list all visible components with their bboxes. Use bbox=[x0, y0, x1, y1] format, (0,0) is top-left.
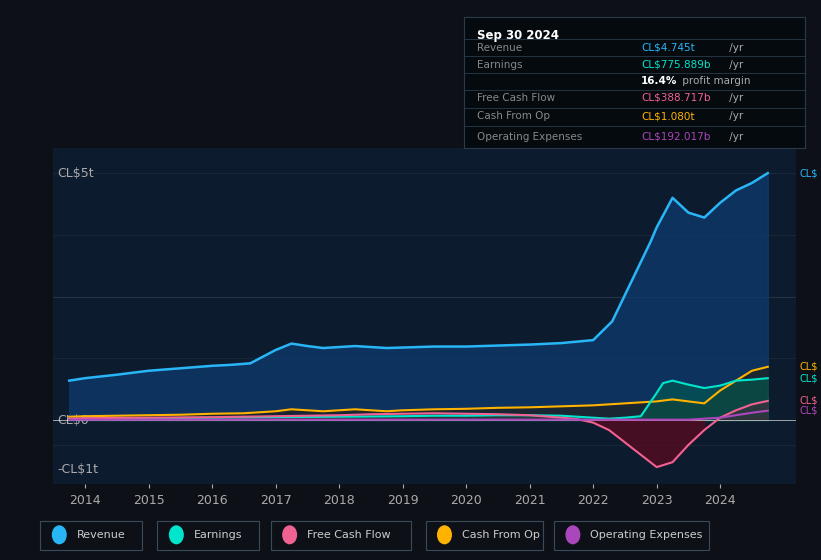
Text: /yr: /yr bbox=[727, 43, 744, 53]
Text: Operating Expenses: Operating Expenses bbox=[478, 132, 583, 142]
Text: CL$0: CL$0 bbox=[57, 414, 89, 427]
Text: CL$: CL$ bbox=[800, 396, 818, 406]
Text: /yr: /yr bbox=[727, 60, 744, 70]
Text: Cash From Op: Cash From Op bbox=[478, 111, 551, 121]
Text: CL$192.017b: CL$192.017b bbox=[641, 132, 710, 142]
Text: Free Cash Flow: Free Cash Flow bbox=[478, 93, 556, 102]
Text: 16.4%: 16.4% bbox=[641, 76, 677, 86]
Text: -CL$1t: -CL$1t bbox=[57, 463, 98, 476]
Text: CL$: CL$ bbox=[800, 405, 818, 416]
Text: CL$775.889b: CL$775.889b bbox=[641, 60, 710, 70]
Text: Earnings: Earnings bbox=[194, 530, 242, 540]
Ellipse shape bbox=[283, 526, 296, 544]
Ellipse shape bbox=[566, 526, 580, 544]
Text: CL$1.080t: CL$1.080t bbox=[641, 111, 695, 121]
Text: /yr: /yr bbox=[727, 93, 744, 102]
Text: profit margin: profit margin bbox=[678, 76, 750, 86]
Text: CL$: CL$ bbox=[800, 168, 818, 178]
Text: /yr: /yr bbox=[727, 111, 744, 121]
Text: Operating Expenses: Operating Expenses bbox=[590, 530, 703, 540]
Text: CL$: CL$ bbox=[800, 362, 818, 372]
Text: Cash From Op: Cash From Op bbox=[462, 530, 539, 540]
Ellipse shape bbox=[438, 526, 452, 544]
Text: CL$5t: CL$5t bbox=[57, 167, 94, 180]
Text: CL$388.717b: CL$388.717b bbox=[641, 93, 710, 102]
Ellipse shape bbox=[53, 526, 66, 544]
Text: Sep 30 2024: Sep 30 2024 bbox=[478, 29, 559, 41]
Text: Earnings: Earnings bbox=[478, 60, 523, 70]
Text: CL$4.745t: CL$4.745t bbox=[641, 43, 695, 53]
Text: CL$: CL$ bbox=[800, 373, 818, 383]
Text: Revenue: Revenue bbox=[76, 530, 126, 540]
Ellipse shape bbox=[170, 526, 183, 544]
Text: Revenue: Revenue bbox=[478, 43, 523, 53]
Text: Free Cash Flow: Free Cash Flow bbox=[307, 530, 391, 540]
Text: /yr: /yr bbox=[727, 132, 744, 142]
